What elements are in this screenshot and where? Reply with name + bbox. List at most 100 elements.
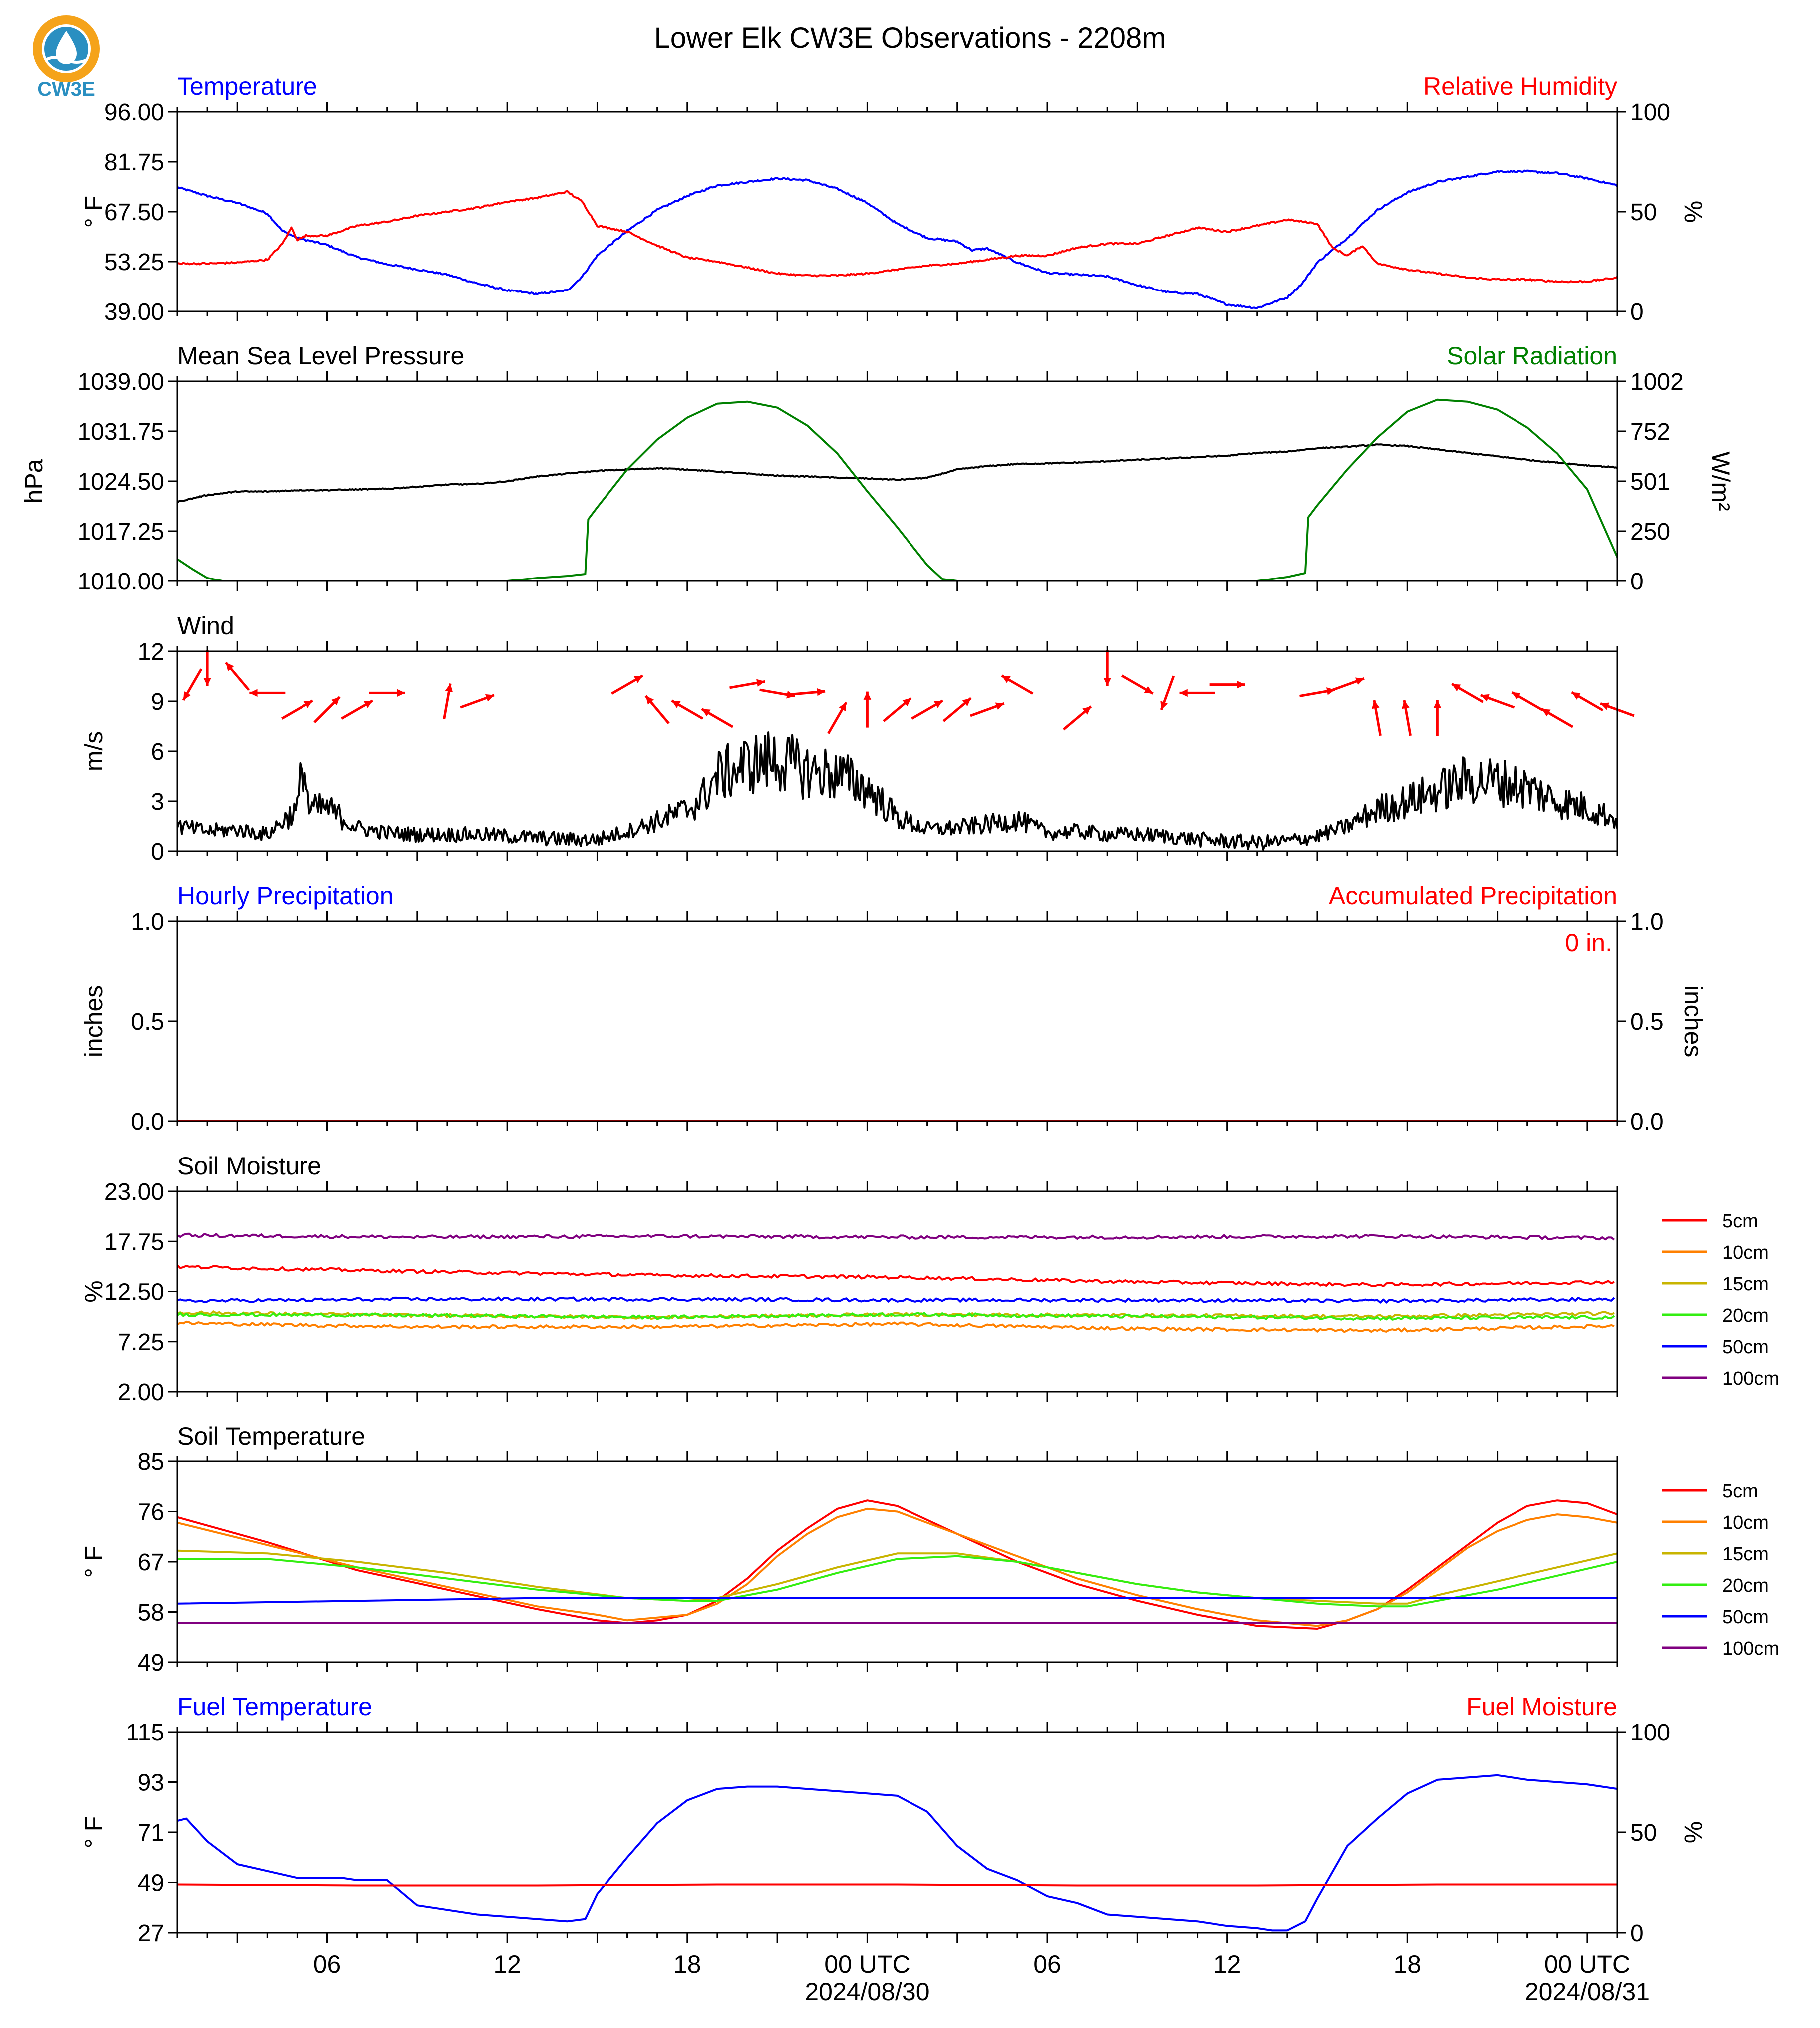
wind-arrow-head-icon bbox=[995, 702, 1004, 710]
wind-arrow-head-icon bbox=[1103, 678, 1112, 686]
panel-title-right: Relative Humidity bbox=[1423, 72, 1617, 100]
series-line-soil_moisture-3 bbox=[177, 1312, 1615, 1321]
wind-arrow-head-icon bbox=[645, 696, 654, 705]
y-tick-label-left: 23.00 bbox=[104, 1179, 164, 1205]
y-tick-label-left: 27 bbox=[138, 1920, 164, 1947]
series-line-soil_temperature-0 bbox=[177, 1499, 1617, 1630]
y-tick-label-right: 250 bbox=[1630, 519, 1670, 545]
y-tick-label-left: 1.0 bbox=[131, 909, 164, 935]
wind-arrow-head-icon bbox=[1480, 694, 1490, 702]
wind-arrow-head-icon bbox=[485, 694, 494, 702]
series-line-soil_moisture-1 bbox=[177, 1320, 1615, 1333]
y-tick-label-left: 12.50 bbox=[104, 1279, 164, 1306]
wind-arrow-head-icon bbox=[1144, 686, 1153, 694]
y-tick-label-right: 1002 bbox=[1630, 369, 1684, 395]
wind-arrow-head-icon bbox=[902, 698, 911, 706]
y-tick-label-left: 17.75 bbox=[104, 1229, 164, 1255]
y-tick-label-left: 1010.00 bbox=[77, 569, 164, 595]
x-tick-date-label: 2024/08/31 bbox=[1525, 1978, 1650, 2006]
wind-arrow-head-icon bbox=[1160, 701, 1168, 710]
legend-label: 20cm bbox=[1722, 1575, 1769, 1596]
y-tick-label-left: 1031.75 bbox=[77, 419, 164, 445]
y-tick-label-left: 12 bbox=[138, 639, 164, 665]
panels: 39.0053.2567.5081.7596.00050100Temperatu… bbox=[20, 72, 1779, 2006]
panel-wind: 0 3 6 9 12 Wind m/s bbox=[80, 612, 1635, 865]
y-axis-label-left: m/s bbox=[80, 731, 108, 772]
series-line-temperature-0 bbox=[177, 169, 1617, 309]
legend-label: 15cm bbox=[1722, 1544, 1769, 1565]
y-tick-label-left: 76 bbox=[138, 1499, 164, 1526]
legend-label: 15cm bbox=[1722, 1274, 1769, 1295]
logo-drop-icon bbox=[56, 31, 77, 64]
wind-arrow-head-icon bbox=[203, 678, 211, 686]
y-axis-label-left: ° F bbox=[80, 1816, 108, 1848]
wind-arrow-head-icon bbox=[1452, 684, 1461, 692]
precip-total-label: 0 in. bbox=[1565, 929, 1612, 957]
series-line-soil_temperature-4 bbox=[177, 1597, 1617, 1605]
y-axis-label-left: ° F bbox=[80, 196, 108, 228]
panel-soil_moisture: 2.00 7.25 12.50 17.75 23.00 Soil Moisture% 5cm… bbox=[80, 1152, 1779, 1406]
wind-arrow-head-icon bbox=[1571, 692, 1581, 700]
y-tick-label-right: 50 bbox=[1630, 1820, 1657, 1846]
y-tick-label-left: 1039.00 bbox=[77, 369, 164, 395]
wind-arrow-head-icon bbox=[331, 697, 340, 706]
wind-arrow-head-icon bbox=[445, 683, 453, 692]
x-tick-date-label: 2024/08/30 bbox=[805, 1978, 929, 2006]
wind-arrow-head-icon bbox=[863, 691, 872, 700]
panel-title-left: Fuel Temperature bbox=[177, 1693, 372, 1721]
wind-arrow-head-icon bbox=[933, 700, 943, 708]
panel-title-right: Fuel Moisture bbox=[1466, 1693, 1617, 1721]
y-tick-label-right: 0.5 bbox=[1630, 1009, 1664, 1035]
y-tick-label-left: 53.25 bbox=[104, 249, 164, 276]
wind-arrow-head-icon bbox=[303, 700, 313, 708]
panel-title-right: Accumulated Precipitation bbox=[1329, 882, 1617, 910]
y-tick-label-left: 58 bbox=[138, 1600, 164, 1626]
panel-title-left: Wind bbox=[177, 612, 234, 640]
y-axis-label-right: W/m² bbox=[1707, 451, 1735, 511]
wind-arrow-head-icon bbox=[1541, 709, 1551, 717]
legend-label: 50cm bbox=[1722, 1337, 1769, 1358]
series-line-soil_temperature-1 bbox=[177, 1507, 1617, 1627]
wind-arrow-head-icon bbox=[1001, 675, 1011, 683]
y-tick-label-left: 0 bbox=[151, 839, 164, 865]
series-line-temperature-1 bbox=[177, 190, 1617, 284]
y-tick-label-left: 0.5 bbox=[131, 1009, 164, 1035]
panel-title-left: Temperature bbox=[177, 72, 317, 100]
y-tick-label-right: 0 bbox=[1630, 299, 1644, 325]
wind-arrow-head-icon bbox=[226, 662, 234, 671]
y-tick-label-left: 71 bbox=[138, 1820, 164, 1846]
panel-title-left: Soil Moisture bbox=[177, 1152, 321, 1180]
x-tick-label: 00 UTC bbox=[1544, 1950, 1630, 1978]
panel-title-left: Hourly Precipitation bbox=[177, 882, 394, 910]
wind-arrow-head-icon bbox=[1179, 689, 1188, 697]
x-tick-label: 06 bbox=[1033, 1950, 1061, 1978]
y-tick-label-left: 0.0 bbox=[131, 1109, 164, 1135]
wind-arrow-head-icon bbox=[1355, 677, 1364, 685]
y-tick-label-left: 3 bbox=[151, 789, 164, 815]
y-tick-label-left: 81.75 bbox=[104, 149, 164, 176]
wind-arrow-head-icon bbox=[249, 689, 258, 697]
y-tick-label-left: 93 bbox=[138, 1770, 164, 1796]
y-tick-label-right: 0 bbox=[1630, 569, 1644, 595]
panel-precipitation: 0.0 0.5 1.0 0.0 0.5 1.0 Hourly Precipitation Ac… bbox=[80, 882, 1707, 1135]
y-tick-label-left: 85 bbox=[138, 1449, 164, 1475]
y-axis-label-right: inches bbox=[1679, 985, 1707, 1058]
y-tick-label-right: 100 bbox=[1630, 1720, 1670, 1746]
y-tick-label-left: 49 bbox=[138, 1650, 164, 1676]
y-tick-label-left: 2.00 bbox=[118, 1379, 164, 1406]
x-tick-label: 18 bbox=[673, 1950, 701, 1978]
cw3e-logo: CW3E bbox=[33, 15, 100, 100]
y-tick-label-left: 9 bbox=[151, 689, 164, 715]
legend-label: 20cm bbox=[1722, 1305, 1769, 1326]
y-tick-label-right: 50 bbox=[1630, 199, 1657, 226]
panel-temperature: 39.00 53.25 67.50 81.75 96.00 0 50 100 Temperatu… bbox=[80, 72, 1707, 325]
y-tick-label-left: 7.25 bbox=[118, 1329, 164, 1356]
wind-arrow-head-icon bbox=[363, 700, 373, 708]
y-axis-label-right: % bbox=[1679, 201, 1707, 223]
y-tick-label-right: 100 bbox=[1630, 99, 1670, 126]
wind-arrow-head-icon bbox=[633, 675, 643, 683]
panel-title-right: Solar Radiation bbox=[1447, 342, 1617, 370]
y-tick-label-right: 0 bbox=[1630, 1920, 1644, 1947]
series-line-fuel-1 bbox=[177, 1883, 1617, 1887]
panel-frame bbox=[176, 1190, 1618, 1393]
